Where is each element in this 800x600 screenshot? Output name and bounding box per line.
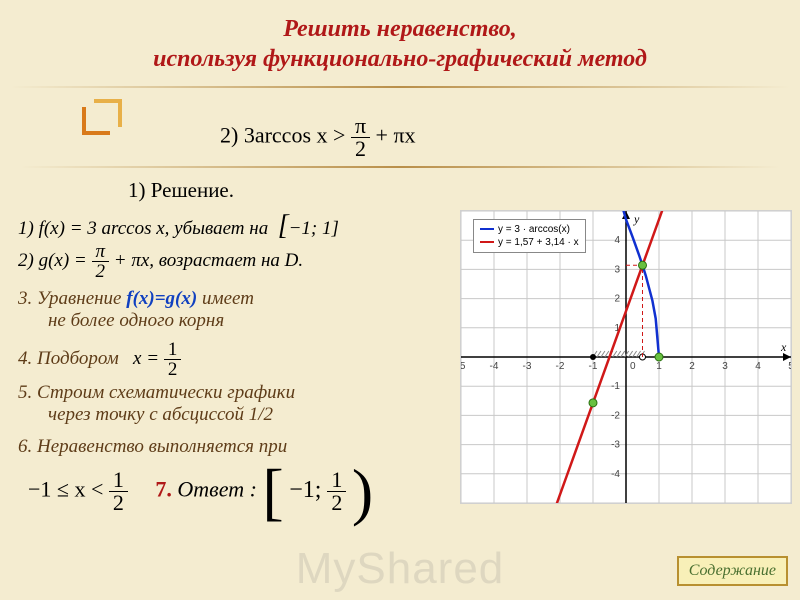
svg-text:-5: -5 xyxy=(461,361,466,372)
step1-fx: 1) f(x) = 3 arccos x, убывает на [−1; 1] xyxy=(18,210,339,242)
svg-text:3: 3 xyxy=(722,361,728,372)
svg-text:2: 2 xyxy=(614,294,620,305)
step4: 4. Подбором x = 12 xyxy=(18,340,181,379)
answer-range: −1 ≤ x < 12 7. Ответ : [ −1; 12 ) xyxy=(28,466,373,517)
svg-text:x: x xyxy=(780,340,787,354)
svg-text:-3: -3 xyxy=(523,361,532,372)
step3: 3. Уравнение f(x)=g(x) имеет не более од… xyxy=(18,288,254,332)
divider-top xyxy=(10,86,790,88)
step6: 6. Неравенство выполняется при xyxy=(18,436,287,458)
svg-text:y: y xyxy=(633,212,640,226)
svg-text:1: 1 xyxy=(656,361,662,372)
svg-text:3: 3 xyxy=(614,264,620,275)
svg-text:2: 2 xyxy=(689,361,695,372)
step2-gx: 2) g(x) = π2 + πx, возрастает на D. xyxy=(18,242,303,281)
svg-text:-4: -4 xyxy=(490,361,499,372)
graph-svg: -5-4-3-2-112345-4-3-2-112340xy xyxy=(461,211,791,503)
decorative-square-icon xyxy=(82,107,110,135)
step5: 5. Строим схематически графики через точ… xyxy=(18,382,295,426)
divider-bottom xyxy=(20,166,780,168)
step1-heading: 1) Решение. xyxy=(128,178,234,203)
svg-text:0: 0 xyxy=(630,361,636,372)
svg-text:-1: -1 xyxy=(611,381,620,392)
svg-text:4: 4 xyxy=(755,361,761,372)
contents-button[interactable]: Содержание xyxy=(677,556,788,586)
svg-text:-4: -4 xyxy=(611,469,620,480)
svg-text:5: 5 xyxy=(788,361,791,372)
svg-text:-1: -1 xyxy=(589,361,598,372)
function-graph: y = 3 · arccos(x) y = 1,57 + 3,14 · x -5… xyxy=(460,210,792,504)
problem-inequality: 2) 3arccos x > π2 + πx xyxy=(220,115,416,160)
svg-text:-3: -3 xyxy=(611,440,620,451)
svg-text:-2: -2 xyxy=(556,361,565,372)
title-line1: Решить неравенство, xyxy=(283,16,517,42)
graph-legend: y = 3 · arccos(x) y = 1,57 + 3,14 · x xyxy=(473,219,586,253)
svg-text:-2: -2 xyxy=(611,410,620,421)
svg-text:4: 4 xyxy=(614,235,620,246)
title-line2: используя функционально-графический мето… xyxy=(153,46,647,72)
